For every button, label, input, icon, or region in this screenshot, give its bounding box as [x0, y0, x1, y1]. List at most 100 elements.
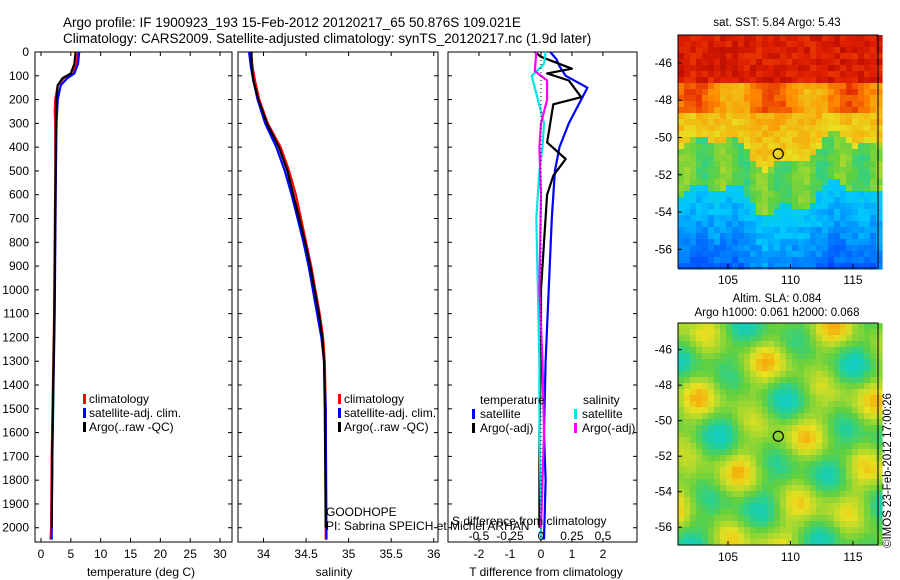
map-cell: [846, 443, 853, 450]
legend-label: satellite-adj. clim.: [89, 406, 181, 420]
map-cell: [726, 359, 733, 366]
map-cell: [828, 161, 835, 168]
map-cell: [720, 59, 727, 66]
map-cell: [738, 215, 745, 222]
map-cell: [708, 503, 715, 510]
map-cell: [870, 383, 877, 390]
map-cell: [834, 65, 841, 72]
map-cell: [870, 173, 877, 180]
map-cell: [678, 413, 685, 420]
map-cell: [876, 173, 883, 180]
map-cell: [810, 155, 817, 162]
map-cell: [858, 359, 865, 366]
map-cell: [822, 161, 829, 168]
map-cell: [810, 173, 817, 180]
map-cell: [750, 125, 757, 132]
map-cell: [786, 395, 793, 402]
map-cell: [822, 323, 829, 330]
map-cell: [864, 59, 871, 66]
map-cell: [768, 419, 775, 426]
map-cell: [858, 101, 865, 108]
map-cell: [828, 455, 835, 462]
x-tick-label: 35: [342, 547, 356, 561]
map-cell: [810, 179, 817, 186]
map-cell: [834, 479, 841, 486]
map-cell: [702, 431, 709, 438]
map-cell: [732, 359, 739, 366]
map-cell: [852, 407, 859, 414]
map-cell: [798, 353, 805, 360]
map-cell: [852, 137, 859, 144]
depth-tick-label: 1000: [2, 283, 29, 297]
map-cell: [756, 239, 763, 246]
map-cell: [690, 125, 697, 132]
map-cell: [738, 413, 745, 420]
map-cell: [870, 65, 877, 72]
map-cell: [840, 479, 847, 486]
map-cell: [678, 371, 685, 378]
map-cell: [846, 149, 853, 156]
map-cell: [828, 491, 835, 498]
map-cell: [696, 395, 703, 402]
map-cell: [732, 83, 739, 90]
map-cell: [852, 371, 859, 378]
map-cell: [690, 533, 697, 540]
map-cell: [684, 101, 691, 108]
map-cell: [726, 503, 733, 510]
map-cell: [870, 191, 877, 198]
map-cell: [762, 77, 769, 84]
map-cell: [774, 215, 781, 222]
map-cell: [876, 35, 883, 42]
map-cell: [846, 173, 853, 180]
map-cell: [792, 131, 799, 138]
map-cell: [858, 89, 865, 96]
depth-tick-label: 1600: [2, 426, 29, 440]
map-cell: [822, 125, 829, 132]
map-cell: [756, 395, 763, 402]
map-cell: [810, 53, 817, 60]
map-cell: [738, 197, 745, 204]
map-cell: [720, 533, 727, 540]
map-cell: [684, 431, 691, 438]
map-cell: [702, 419, 709, 426]
map-cell: [870, 77, 877, 84]
map-cell: [780, 389, 787, 396]
map-cell: [828, 521, 835, 528]
map-cell: [720, 347, 727, 354]
map-cell: [750, 401, 757, 408]
map-cell: [780, 347, 787, 354]
map-cell: [684, 179, 691, 186]
map-cell: [744, 491, 751, 498]
map-cell: [756, 173, 763, 180]
map-cell: [732, 377, 739, 384]
map-cell: [684, 527, 691, 534]
map-cell: [726, 65, 733, 72]
map-cell: [876, 149, 883, 156]
map-cell: [774, 479, 781, 486]
map-cell: [828, 509, 835, 516]
map-cell: [756, 119, 763, 126]
map-cell: [780, 425, 787, 432]
map-cell: [810, 47, 817, 54]
map-cell: [846, 359, 853, 366]
map-cell: [876, 239, 883, 246]
map-cell: [858, 431, 865, 438]
map-cell: [876, 251, 883, 258]
map-cell: [810, 377, 817, 384]
map-cell: [846, 47, 853, 54]
map-cell: [678, 491, 685, 498]
map-cell: [834, 41, 841, 48]
map-cell: [696, 353, 703, 360]
map-cell: [798, 107, 805, 114]
legend-label: climatology: [89, 392, 149, 406]
map-cell: [774, 185, 781, 192]
map-cell: [678, 509, 685, 516]
map-cell: [762, 131, 769, 138]
map-cell: [762, 437, 769, 444]
map-cell: [804, 497, 811, 504]
map-cell: [696, 53, 703, 60]
map-cell: [768, 335, 775, 342]
map-cell: [750, 197, 757, 204]
map-cell: [756, 329, 763, 336]
map-cell: [762, 335, 769, 342]
